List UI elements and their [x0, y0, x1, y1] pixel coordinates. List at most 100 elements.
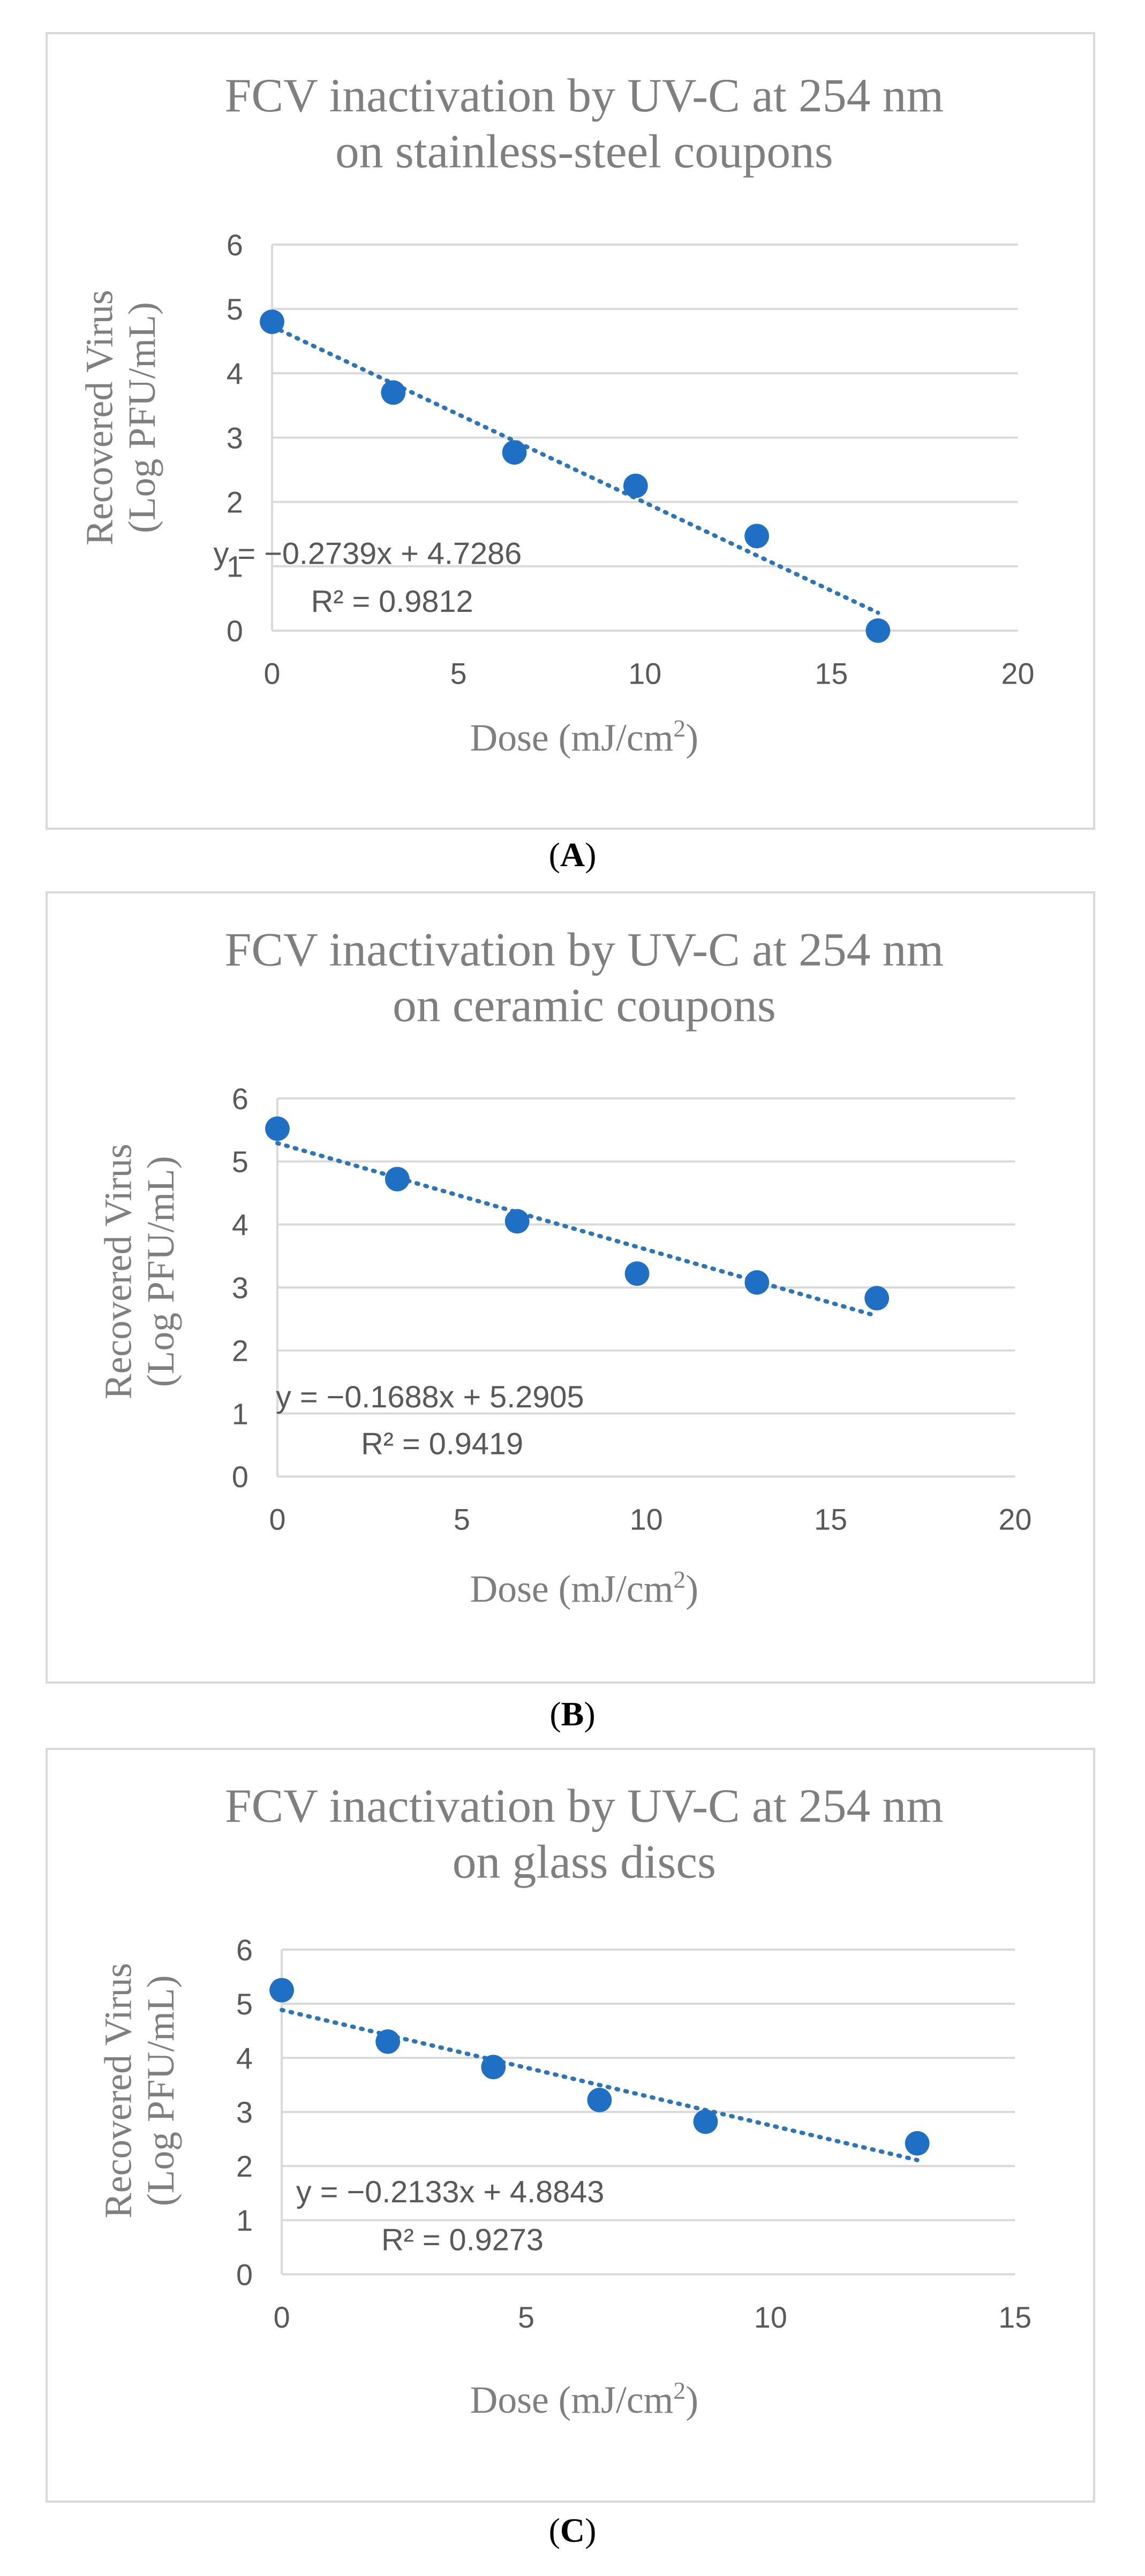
- y-tick-labels: 0 1 2 3 4 5 6: [236, 1934, 253, 2292]
- trend-equation: y = −0.2739x + 4.7286: [214, 537, 522, 571]
- y-tick-label: 3: [227, 421, 243, 454]
- data-point: [385, 1166, 410, 1192]
- gridlines: [276, 1097, 1015, 1478]
- data-point: [624, 1261, 650, 1286]
- y-tick-label: 5: [236, 1988, 253, 2021]
- y-tick-label: 4: [232, 1208, 248, 1241]
- y-tick-label: 4: [227, 357, 243, 390]
- chart-panel-b: FCV inactivation by UV-C at 254 nm on ce…: [46, 891, 1095, 1684]
- x-tick-label: 5: [454, 1503, 470, 1536]
- x-axis-label-superscript: 2: [673, 1566, 686, 1593]
- x-axis-label-superscript: 2: [673, 2377, 686, 2404]
- y-tick-label: 6: [232, 1082, 248, 1116]
- x-tick-labels: 0 5 10 15 20: [264, 657, 1035, 690]
- y-tick-label: 6: [227, 229, 243, 262]
- data-points: [269, 1978, 930, 2156]
- x-tick-label: 0: [269, 1503, 285, 1536]
- y-axis-label-line1: Recovered Virus: [79, 290, 121, 545]
- data-point: [260, 309, 284, 334]
- x-axis-label-text: Dose (mJ/cm: [470, 717, 674, 759]
- y-axis-label-line2: (Log PFU/mL): [140, 1156, 182, 1387]
- y-tick-label: 1: [227, 550, 243, 584]
- x-axis-label-close: ): [686, 2379, 698, 2421]
- x-tick-label: 10: [630, 1503, 663, 1536]
- data-point: [375, 2029, 401, 2054]
- x-tick-label: 0: [264, 657, 281, 690]
- x-tick-label: 10: [754, 2301, 787, 2334]
- y-tick-label: 5: [227, 293, 243, 326]
- x-tick-label: 15: [815, 657, 848, 690]
- y-tick-label: 3: [236, 2096, 253, 2129]
- chart-title-line2: on glass discs: [453, 1836, 716, 1889]
- trendline: [280, 2007, 920, 2162]
- data-point: [481, 2055, 506, 2080]
- trend-equation: y = −0.1688x + 5.2905: [276, 1380, 584, 1414]
- y-axis-label-line1: Recovered Virus: [97, 1963, 140, 2218]
- data-point: [265, 1116, 290, 1141]
- y-tick-labels: 0 1 2 3 4 5 6: [232, 1082, 248, 1494]
- data-point: [269, 1978, 294, 2003]
- x-tick-label: 15: [998, 2301, 1031, 2334]
- trendline: [270, 324, 880, 615]
- x-tick-label: 10: [628, 657, 661, 690]
- data-point: [623, 473, 648, 498]
- gridlines: [281, 1948, 1015, 2276]
- y-tick-label: 1: [232, 1397, 248, 1430]
- x-tick-label: 20: [999, 1503, 1032, 1536]
- x-tick-label: 0: [274, 2301, 290, 2334]
- data-point: [693, 2109, 718, 2134]
- y-axis-label-line2: (Log PFU/mL): [121, 302, 163, 533]
- y-axis-label-line1: Recovered Virus: [97, 1143, 139, 1399]
- y-tick-label: 0: [232, 1460, 248, 1494]
- x-axis-label: Dose (mJ/cm2): [470, 715, 699, 759]
- data-points: [265, 1116, 890, 1310]
- caption-letter: A: [560, 836, 585, 874]
- x-axis-label-text: Dose (mJ/cm: [470, 1568, 674, 1610]
- x-axis-label-superscript: 2: [673, 715, 686, 742]
- y-tick-labels: 0 1 2 3 4 5 6: [227, 229, 243, 648]
- trend-equation: y = −0.2133x + 4.8843: [296, 2175, 604, 2209]
- x-axis-label: Dose (mJ/cm2): [470, 1566, 699, 1610]
- r-squared: R² = 0.9419: [361, 1427, 523, 1461]
- chart-title-line2: on ceramic coupons: [393, 979, 776, 1032]
- x-tick-label: 5: [518, 2301, 534, 2334]
- data-point: [587, 2088, 612, 2112]
- y-tick-label: 0: [236, 2258, 253, 2291]
- chart-panel-a: FCV inactivation by UV-C at 254 nm on st…: [46, 32, 1095, 830]
- y-tick-label: 4: [236, 2042, 253, 2075]
- chart-title-line1: FCV inactivation by UV-C at 254 nm: [225, 1779, 944, 1832]
- y-tick-label: 2: [227, 486, 243, 519]
- chart-svg-c: FCV inactivation by UV-C at 254 nm on gl…: [97, 1779, 1032, 2421]
- y-tick-label: 2: [232, 1335, 248, 1368]
- data-point: [744, 1270, 770, 1295]
- data-point: [905, 2131, 930, 2156]
- data-points: [260, 309, 891, 643]
- data-point: [504, 1209, 530, 1234]
- caption-b: (B): [549, 1695, 596, 1733]
- y-tick-label: 1: [236, 2204, 253, 2237]
- x-axis-label: Dose (mJ/cm2): [470, 2377, 698, 2421]
- y-tick-label: 0: [227, 615, 243, 648]
- x-axis-label-text: Dose (mJ/cm: [470, 2379, 674, 2421]
- gridlines: [271, 243, 1018, 632]
- caption-c: (C): [548, 2511, 597, 2549]
- data-point: [381, 380, 406, 405]
- x-tick-labels: 0 5 10 15 20: [269, 1503, 1031, 1536]
- chart-title-line2: on stainless-steel coupons: [335, 125, 833, 178]
- x-axis-label-close: ): [686, 1568, 698, 1610]
- data-point: [864, 1286, 890, 1310]
- chart-svg-a: FCV inactivation by UV-C at 254 nm on st…: [79, 69, 1035, 759]
- y-tick-label: 2: [236, 2150, 253, 2183]
- y-tick-label: 6: [236, 1934, 253, 1967]
- x-tick-label: 20: [1001, 657, 1035, 690]
- chart-title-line1: FCV inactivation by UV-C at 254 nm: [225, 923, 944, 976]
- data-point: [744, 524, 769, 549]
- y-axis-label-line2: (Log PFU/mL): [140, 1975, 182, 2206]
- y-tick-label: 5: [232, 1146, 248, 1179]
- data-point: [865, 618, 891, 643]
- x-tick-labels: 0 5 10 15: [274, 2301, 1032, 2334]
- caption-letter: B: [561, 1695, 584, 1733]
- x-tick-label: 15: [814, 1503, 847, 1536]
- r-squared: R² = 0.9812: [311, 585, 473, 619]
- chart-panel-c: FCV inactivation by UV-C at 254 nm on gl…: [46, 1748, 1095, 2503]
